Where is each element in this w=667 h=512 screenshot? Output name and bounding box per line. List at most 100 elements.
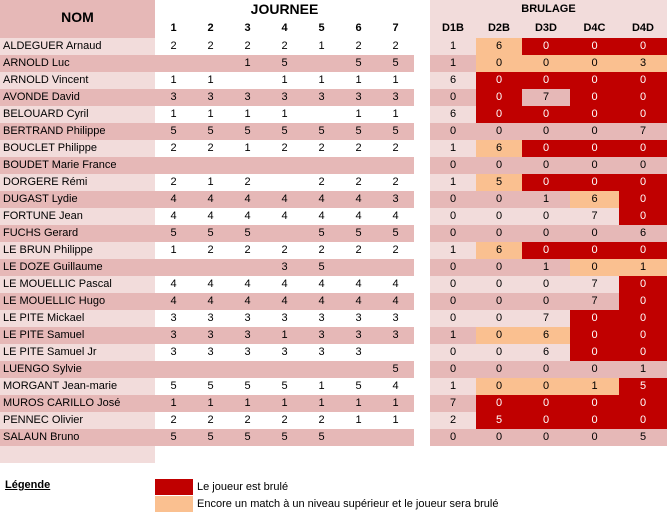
brulage-col-d1b: D1B — [430, 19, 476, 38]
brulage-value: 0 — [476, 327, 522, 344]
journee-value: 2 — [244, 414, 251, 426]
player-name: DUGAST Lydie — [0, 191, 155, 208]
brulage-value: 0 — [476, 191, 522, 208]
brulage-value: 0 — [522, 276, 570, 293]
brulage-value: 0 — [476, 259, 522, 276]
journee-value: 4 — [192, 191, 229, 208]
journee-value: 3 — [170, 346, 177, 358]
journee-value: 3 — [229, 89, 266, 106]
journee-value: 3 — [340, 89, 377, 106]
brulage-value: 0 — [476, 429, 522, 446]
brulage-value: 0 — [522, 412, 570, 429]
brulage-value: 0 — [430, 89, 476, 106]
warning-label: Encore un match à un niveau supérieur et… — [197, 498, 499, 510]
journee-value: 2 — [281, 244, 288, 256]
brulage-value: 0 — [522, 38, 570, 55]
empty-name-cell — [0, 446, 155, 463]
journee-value: 4 — [244, 278, 251, 290]
player-name: LE PITE Samuel Jr — [0, 344, 155, 361]
player-name: BELOUARD Cyril — [0, 106, 155, 123]
journee-value: 2 — [392, 40, 399, 52]
brulage-value: 0 — [522, 429, 570, 446]
brulage-value: 0 — [430, 123, 476, 140]
brulage-value: 0 — [522, 395, 570, 412]
journee-value: 2 — [355, 40, 362, 52]
journee-value: 1 — [318, 40, 325, 52]
journee-value: 4 — [355, 210, 362, 222]
header-row-columns: 1 2 3 4 5 6 7 D1B D2B D3D D4C D4D — [0, 19, 667, 38]
brulage-value: 3 — [619, 55, 667, 72]
journee-value — [192, 157, 229, 174]
gap-cell — [414, 259, 430, 276]
player-row: SALAUN Bruno 5 5 5 5 5 0 0 0 0 5 — [0, 429, 667, 446]
brulage-value: 0 — [619, 412, 667, 429]
brulage-value: 0 — [476, 344, 522, 361]
journee-value: 3 — [266, 259, 303, 276]
journee-value — [303, 106, 340, 123]
brulage-value: 0 — [476, 310, 522, 327]
player-row: LE DOZE Guillaume 3 5 0 0 1 0 1 — [0, 259, 667, 276]
journee-value: 4 — [392, 278, 399, 290]
brulage-value: 0 — [430, 429, 476, 446]
gap-cell — [414, 191, 430, 208]
brulage-value: 0 — [522, 55, 570, 72]
journee-value: 1 — [377, 395, 414, 412]
journee-value: 1 — [281, 108, 288, 120]
journee-value: 1 — [392, 74, 399, 86]
journee-value: 5 — [281, 380, 288, 392]
journee-value — [303, 55, 340, 72]
journee-value: 2 — [355, 244, 362, 256]
journee-value: 5 — [303, 259, 340, 276]
journee-value: 5 — [192, 225, 229, 242]
brulage-value: 0 — [430, 225, 476, 242]
journee-value: 1 — [318, 380, 325, 392]
brulage-value: 0 — [430, 157, 476, 174]
journee-value: 3 — [266, 89, 303, 106]
brulage-value: 0 — [430, 208, 476, 225]
journee-value: 3 — [192, 89, 229, 106]
brulage-value: 0 — [430, 361, 476, 378]
brulage-value: 5 — [476, 412, 522, 429]
journee-col-3: 3 — [244, 22, 251, 34]
journee-value: 4 — [207, 278, 214, 290]
journee-value: 5 — [170, 380, 177, 392]
journee-value: 3 — [303, 89, 340, 106]
brulage-value: 0 — [570, 140, 619, 157]
journee-value: 3 — [207, 312, 214, 324]
journee-value: 1 — [355, 74, 362, 86]
journee-value: 3 — [155, 327, 192, 344]
player-row: MORGANT Jean-marie 5 5 5 5 1 5 4 1 0 0 1 5 — [0, 378, 667, 395]
journee-value: 4 — [340, 293, 377, 310]
journee-value — [340, 259, 377, 276]
player-row: LE PITE Samuel Jr 3 3 3 3 3 3 0 0 6 0 0 — [0, 344, 667, 361]
journee-value: 2 — [355, 142, 362, 154]
brulage-value: 0 — [522, 361, 570, 378]
brulage-value: 1 — [430, 378, 476, 395]
brulage-value: 5 — [476, 174, 522, 191]
player-row: LE PITE Samuel 3 3 3 1 3 3 3 1 0 6 0 0 — [0, 327, 667, 344]
journee-value: 5 — [192, 429, 229, 446]
journee-value: 2 — [318, 176, 325, 188]
journee-value: 5 — [266, 123, 303, 140]
journee-value: 3 — [281, 346, 288, 358]
journee-value: 2 — [281, 414, 288, 426]
brulage-col-d4d: D4D — [619, 19, 667, 38]
gap-cell — [414, 106, 430, 123]
journee-value: 2 — [244, 40, 251, 52]
journee-value: 3 — [303, 327, 340, 344]
player-row: AVONDE David 3 3 3 3 3 3 3 0 0 7 0 0 — [0, 89, 667, 106]
journee-col-5: 5 — [318, 22, 325, 34]
journee-value: 5 — [192, 123, 229, 140]
journee-value: 4 — [155, 191, 192, 208]
journee-value — [303, 361, 340, 378]
journee-value — [266, 361, 303, 378]
player-row: LE PITE Mickael 3 3 3 3 3 3 3 0 0 7 0 0 — [0, 310, 667, 327]
journee-value: 4 — [192, 293, 229, 310]
journee-value: 4 — [244, 210, 251, 222]
journee-value: 2 — [207, 414, 214, 426]
brulage-value: 6 — [476, 242, 522, 259]
brulage-value: 0 — [619, 191, 667, 208]
brulage-value: 0 — [619, 208, 667, 225]
journee-value: 1 — [281, 74, 288, 86]
journee-value: 2 — [392, 142, 399, 154]
